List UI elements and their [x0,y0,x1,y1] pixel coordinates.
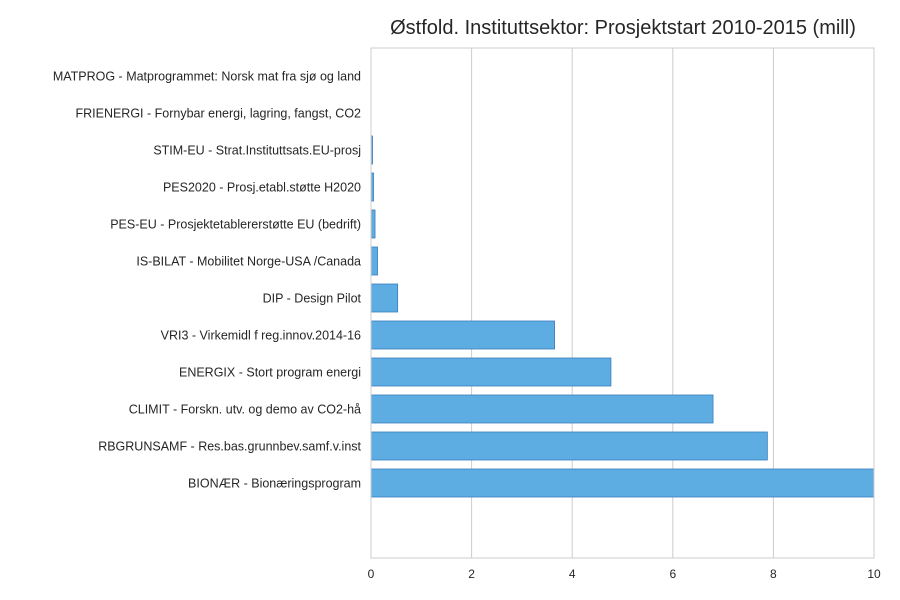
bar [371,469,874,497]
category-label: FRIENERGI - Fornybar energi, lagring, fa… [75,107,361,121]
category-label: PES-EU - Prosjektetablererstøtte EU (bed… [110,218,361,232]
bars [371,136,874,497]
bar [371,284,398,312]
category-label: PES2020 - Prosj.etabl.støtte H2020 [163,181,361,195]
bar [371,432,767,460]
chart-title: Østfold. Instituttsektor: Prosjektstart … [390,17,856,39]
bar [371,358,611,386]
x-tick-label: 2 [468,567,475,581]
x-tick-label: 8 [770,567,777,581]
category-label: RBGRUNSAMF - Res.bas.grunnbev.samf.v.ins… [98,440,361,454]
category-label: VRI3 - Virkemidl f reg.innov.2014-16 [161,329,361,343]
bar [371,247,378,275]
x-axis-ticks: 0 2 4 6 8 10 [368,567,881,581]
category-label: STIM-EU - Strat.Instituttsats.EU-prosj [153,144,361,158]
x-tick-label: 10 [867,567,881,581]
category-label: MATPROG - Matprogrammet: Norsk mat fra s… [53,70,361,84]
category-labels: MATPROG - Matprogrammet: Norsk mat fra s… [53,70,362,491]
x-tick-label: 0 [368,567,375,581]
category-label: BIONÆR - Bionæringsprogram [188,477,361,491]
category-label: CLIMIT - Forskn. utv. og demo av CO2-hå [129,403,361,417]
bar [371,395,713,423]
bar [371,321,555,349]
bar [371,210,375,238]
category-label: IS-BILAT - Mobilitet Norge-USA /Canada [136,255,361,269]
x-tick-label: 4 [569,567,576,581]
category-label: DIP - Design Pilot [263,292,362,306]
category-label: ENERGIX - Stort program energi [179,366,361,380]
x-tick-label: 6 [669,567,676,581]
